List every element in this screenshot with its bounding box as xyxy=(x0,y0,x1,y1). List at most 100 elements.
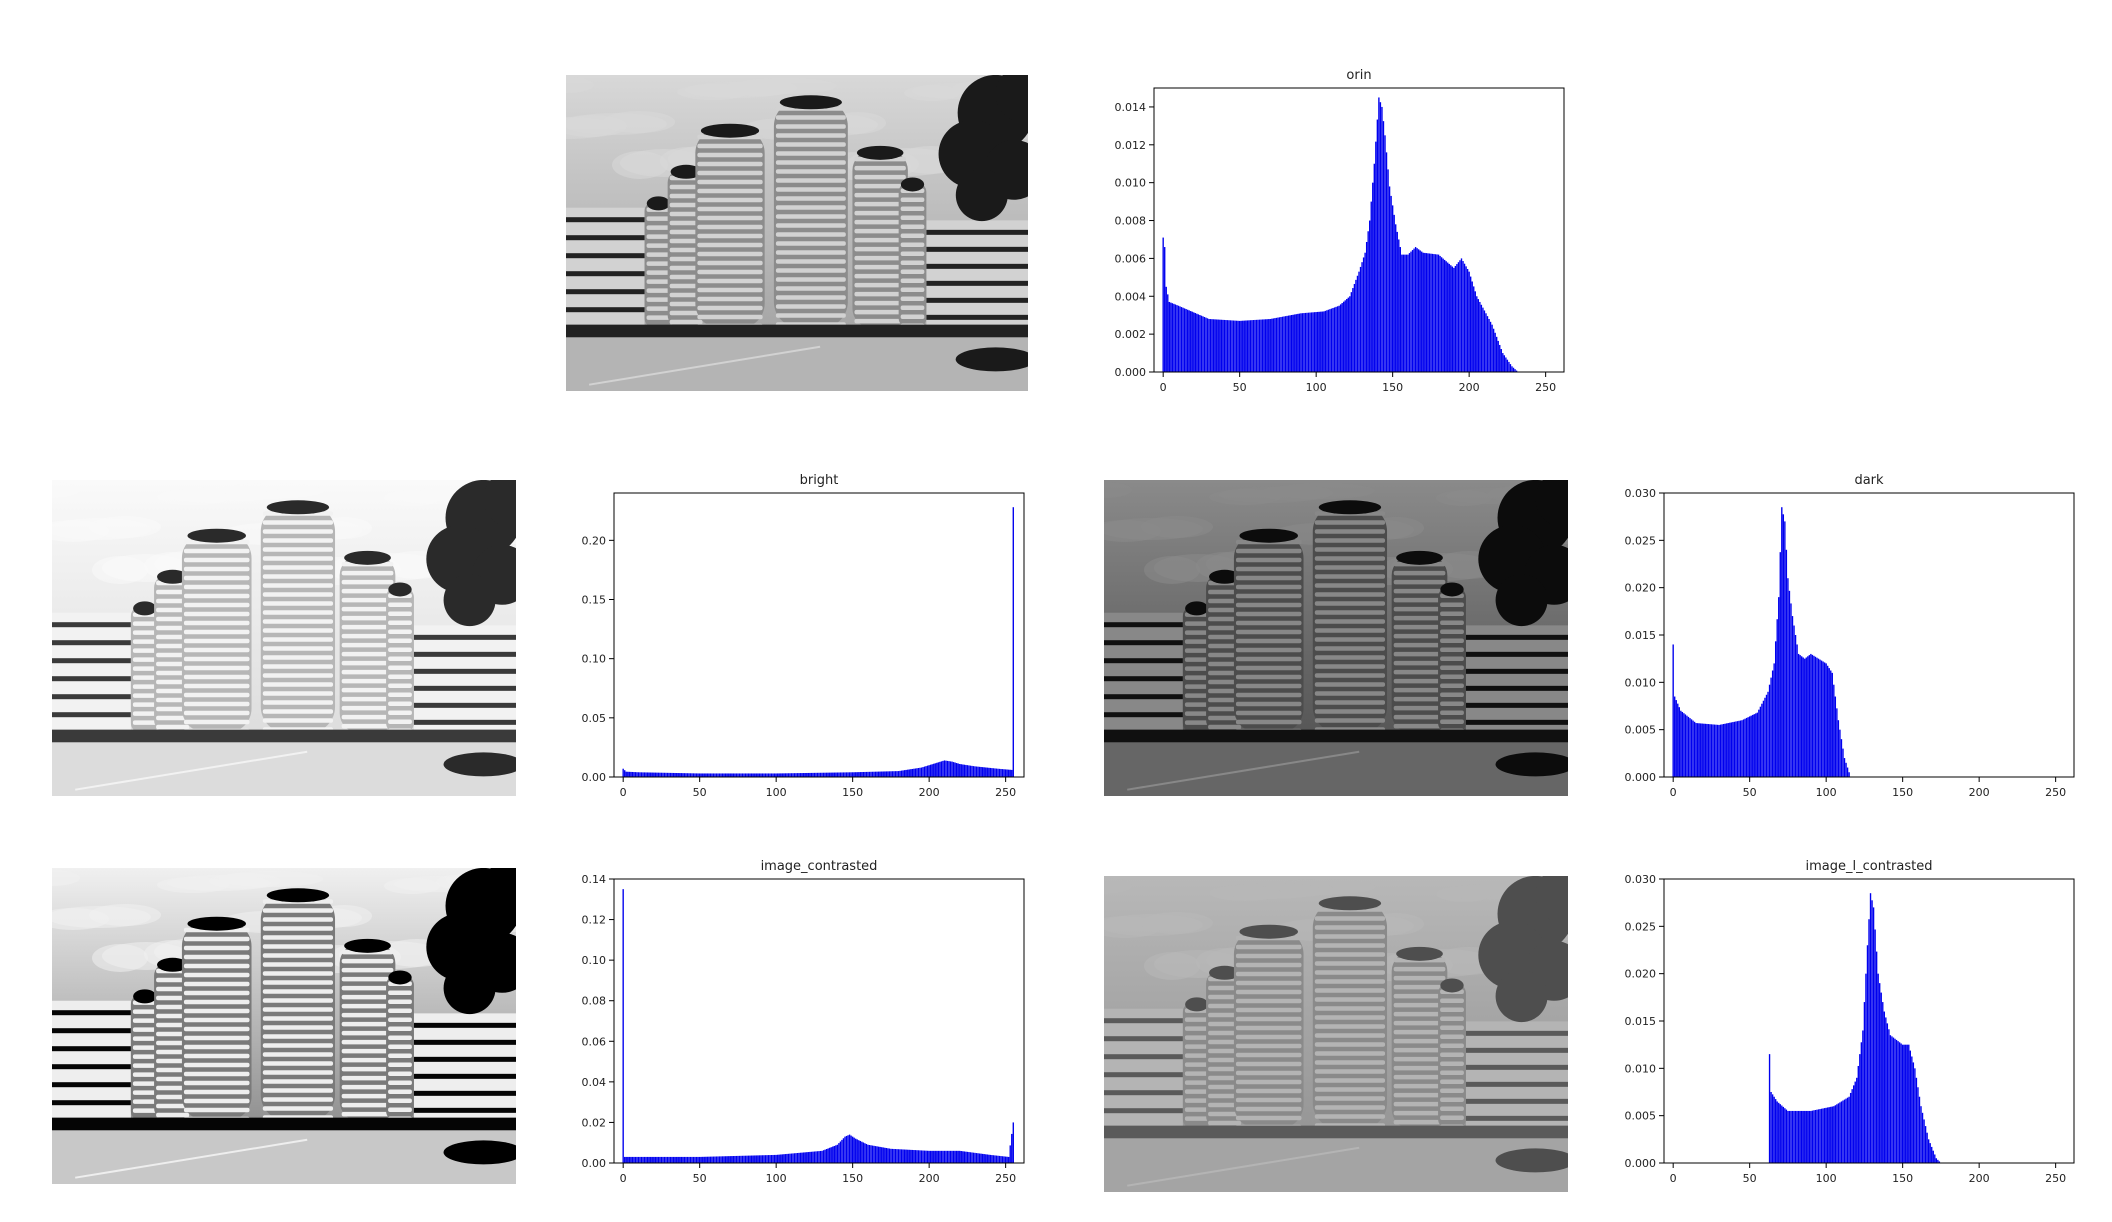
histogram-bar xyxy=(1765,694,1768,777)
histogram-bar xyxy=(1286,315,1288,372)
histogram-bar xyxy=(1817,658,1820,777)
histogram-bar xyxy=(824,772,826,777)
histogram-bar xyxy=(757,1155,759,1163)
histogram-bar xyxy=(1431,253,1434,372)
histogram-bar xyxy=(822,1150,825,1163)
histogram-bar xyxy=(1301,313,1304,372)
x-tick-label: 200 xyxy=(1969,1172,1990,1185)
histogram-bar xyxy=(1229,320,1232,372)
histogram-bar xyxy=(955,1150,958,1163)
histogram-bar xyxy=(1768,684,1771,777)
histogram-bar xyxy=(1730,722,1733,777)
histogram-bar xyxy=(815,772,817,777)
histogram-bar xyxy=(920,767,923,777)
chart-title: orin xyxy=(1346,68,1371,83)
histogram-bar xyxy=(1216,319,1218,372)
histogram-bar xyxy=(1375,141,1377,372)
histogram-bar xyxy=(1469,276,1472,372)
histogram-bar xyxy=(1771,1094,1774,1163)
histogram-bar xyxy=(825,1149,828,1163)
histogram-bar xyxy=(1794,1110,1797,1163)
histogram-bar xyxy=(871,771,874,777)
histogram-bar xyxy=(1321,311,1323,372)
histogram-bar xyxy=(728,1156,730,1163)
histogram-bar xyxy=(1776,619,1778,777)
histogram-bar xyxy=(1180,307,1183,372)
histogram-bar xyxy=(850,772,852,777)
y-tick-label: 0.030 xyxy=(1625,487,1657,500)
building-base xyxy=(1104,1125,1568,1139)
histogram-bar xyxy=(705,1156,707,1163)
histogram-bar xyxy=(855,772,857,777)
histogram-bar xyxy=(959,763,961,777)
histogram-bar xyxy=(773,773,776,777)
histogram-bar xyxy=(1422,252,1424,372)
cloud xyxy=(566,117,619,139)
histogram-bar xyxy=(832,772,834,777)
histogram-bar xyxy=(1888,1029,1890,1163)
histogram-bar xyxy=(876,1146,878,1163)
y-tick-label: 0.004 xyxy=(1115,290,1147,303)
histogram-bar xyxy=(1414,247,1417,372)
histogram-bar xyxy=(804,1152,806,1163)
histogram-bar xyxy=(660,772,663,777)
histogram-bar xyxy=(631,771,634,777)
histogram-bar xyxy=(780,773,782,777)
histogram-bar xyxy=(1364,252,1366,372)
histogram-bar xyxy=(796,773,799,777)
histogram-bar xyxy=(1833,1106,1835,1163)
cloud xyxy=(1144,952,1200,980)
histogram-bar xyxy=(1485,313,1487,372)
histogram-bar xyxy=(810,772,813,777)
cloud xyxy=(384,878,440,894)
histogram-bar xyxy=(997,1155,999,1163)
photo-bright xyxy=(52,480,516,796)
histogram-bar xyxy=(1416,248,1418,372)
histogram-bar xyxy=(874,1146,877,1163)
bars xyxy=(1672,507,1850,777)
histogram-bar xyxy=(712,773,715,777)
histogram-bar xyxy=(1491,324,1493,372)
histogram-bar xyxy=(978,1153,981,1163)
histogram-bar xyxy=(1882,1002,1884,1163)
histogram-bar xyxy=(741,773,744,777)
histogram-bar xyxy=(1877,973,1879,1163)
histogram-bar xyxy=(1214,319,1216,372)
histogram-bar xyxy=(1704,723,1706,777)
histogram-bar xyxy=(893,1148,895,1163)
histogram-bar xyxy=(1782,514,1785,777)
histogram-bar xyxy=(1473,286,1475,372)
histogram-bar xyxy=(847,772,849,777)
histogram-bar xyxy=(1846,1097,1849,1163)
histogram-bar xyxy=(651,772,653,777)
histogram-bar xyxy=(988,1154,990,1163)
histogram-bar xyxy=(720,773,722,777)
histogram-bar xyxy=(1000,768,1002,777)
histogram-bar xyxy=(1164,247,1166,372)
histogram-bar xyxy=(959,1150,961,1163)
histogram-bar xyxy=(1329,309,1331,372)
histogram-bar xyxy=(940,1150,943,1163)
histogram-bar xyxy=(1701,723,1703,777)
histogram-bar xyxy=(763,773,765,777)
histogram-bar xyxy=(717,1156,719,1163)
histogram-bar xyxy=(784,1154,787,1163)
histogram-bar xyxy=(907,1149,909,1163)
histogram-bar xyxy=(1808,655,1811,777)
histogram-bar xyxy=(995,1155,998,1163)
histogram-bar xyxy=(1315,312,1317,372)
histogram-bar xyxy=(1505,357,1507,372)
x-tick-label: 100 xyxy=(1816,1172,1837,1185)
histogram-bar xyxy=(1398,239,1400,372)
histogram-bar xyxy=(888,1148,891,1163)
histogram-bar xyxy=(744,1155,747,1163)
histogram-bar xyxy=(1810,653,1812,777)
histogram-bar xyxy=(851,772,854,777)
histogram-bar xyxy=(998,1155,1001,1163)
histogram-bar xyxy=(709,773,712,777)
x-tick-label: 150 xyxy=(1892,1172,1913,1185)
histogram-bar xyxy=(865,1143,868,1163)
histogram-bar xyxy=(1289,315,1291,372)
bars xyxy=(622,889,1014,1163)
histogram-bar xyxy=(743,1155,745,1163)
